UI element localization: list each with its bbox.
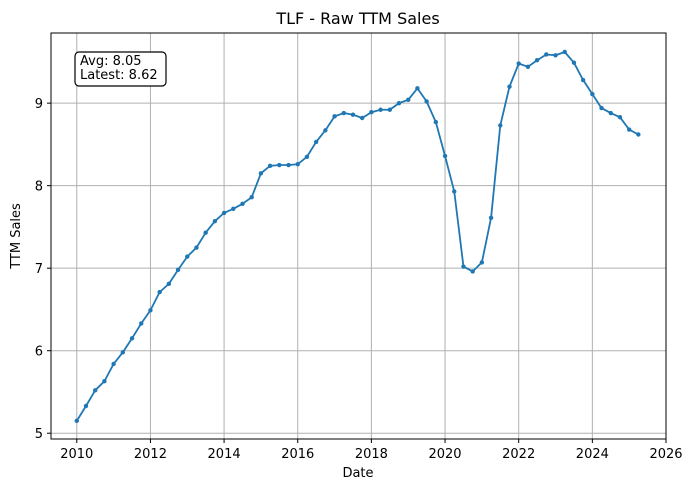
- y-tick-label-9: 9: [35, 97, 43, 112]
- x-tick-label-2012: 2012: [134, 447, 167, 462]
- data-point-55: [580, 77, 586, 83]
- data-point-51: [544, 52, 549, 57]
- data-point-5: [120, 350, 126, 355]
- data-point-26: [313, 139, 319, 145]
- data-point-49: [525, 64, 531, 70]
- data-point-42: [461, 264, 466, 269]
- data-point-15: [212, 218, 218, 224]
- data-point-22: [277, 162, 282, 168]
- data-point-14: [203, 230, 208, 235]
- chart-title: TLF - Raw TTM Sales: [275, 9, 439, 28]
- plot-frame: [50, 32, 667, 440]
- x-tick-label-2018: 2018: [355, 447, 388, 462]
- data-point-27: [323, 128, 328, 133]
- stats-annotation: Avg: 8.05 Latest: 8.62: [74, 51, 167, 87]
- data-point-31: [359, 115, 365, 121]
- data-point-21: [267, 163, 273, 169]
- data-point-0: [74, 418, 79, 424]
- series-layer: [74, 49, 641, 424]
- data-point-29: [341, 110, 346, 116]
- x-axis-label: Date: [342, 466, 373, 481]
- data-point-36: [406, 97, 411, 103]
- data-point-59: [617, 114, 623, 120]
- data-point-41: [452, 189, 457, 194]
- data-point-56: [590, 91, 595, 97]
- data-point-60: [626, 127, 632, 132]
- data-point-58: [608, 110, 613, 116]
- data-point-33: [378, 107, 383, 112]
- data-point-8: [148, 308, 153, 313]
- y-tick-label-7: 7: [35, 262, 43, 277]
- data-point-6: [129, 336, 135, 341]
- data-point-53: [562, 49, 567, 55]
- data-point-17: [231, 206, 236, 211]
- data-point-46: [498, 123, 503, 128]
- data-point-50: [534, 58, 540, 63]
- data-point-43: [470, 269, 475, 274]
- y-tick-label-8: 8: [35, 180, 43, 195]
- data-point-20: [258, 171, 264, 176]
- x-tick-label-2020: 2020: [428, 447, 461, 462]
- data-point-52: [553, 53, 558, 58]
- data-point-10: [166, 281, 172, 287]
- y-axis-label: TTM Sales: [9, 203, 24, 270]
- x-tick-label-2024: 2024: [576, 447, 609, 462]
- data-point-30: [350, 112, 356, 117]
- data-point-7: [139, 321, 144, 326]
- data-point-24: [295, 162, 300, 167]
- data-point-40: [442, 153, 448, 159]
- x-tick-label-2010: 2010: [60, 447, 93, 462]
- data-point-23: [286, 162, 291, 168]
- data-point-47: [507, 84, 512, 89]
- x-tick-label-2026: 2026: [649, 447, 682, 462]
- tick-layer: 2010 2012 2014 2016 2018 2020 2022 2024 2026 5 6 7 8…: [35, 97, 683, 462]
- data-point-34: [387, 107, 393, 112]
- data-point-39: [433, 119, 439, 125]
- data-point-61: [636, 132, 641, 137]
- x-tick-label-2022: 2022: [502, 447, 535, 462]
- data-point-38: [424, 99, 429, 104]
- data-point-57: [599, 105, 604, 111]
- data-point-13: [194, 245, 199, 250]
- y-tick-label-6: 6: [35, 345, 43, 360]
- data-point-54: [571, 60, 577, 65]
- data-point-35: [396, 100, 402, 106]
- data-point-19: [249, 195, 254, 200]
- stats-avg: Avg: 8.05: [80, 54, 142, 69]
- y-tick-label-5: 5: [35, 427, 43, 442]
- data-point-1: [83, 403, 89, 409]
- data-point-28: [332, 114, 337, 119]
- data-point-16: [221, 210, 227, 216]
- stats-annotation-box: [74, 51, 167, 87]
- data-point-11: [175, 267, 181, 273]
- data-point-9: [157, 289, 162, 295]
- x-tick-label-2014: 2014: [208, 447, 241, 462]
- data-point-4: [111, 361, 116, 367]
- data-point-25: [304, 154, 310, 159]
- data-point-45: [488, 215, 494, 221]
- data-point-18: [240, 201, 245, 207]
- x-tick-label-2016: 2016: [281, 447, 314, 462]
- data-point-3: [102, 379, 107, 384]
- data-point-32: [369, 110, 374, 115]
- stats-latest: Latest: 8.62: [80, 68, 158, 83]
- data-point-2: [92, 388, 98, 393]
- data-point-37: [415, 86, 420, 91]
- data-point-44: [479, 260, 485, 265]
- data-point-48: [516, 61, 521, 66]
- data-point-12: [185, 254, 190, 259]
